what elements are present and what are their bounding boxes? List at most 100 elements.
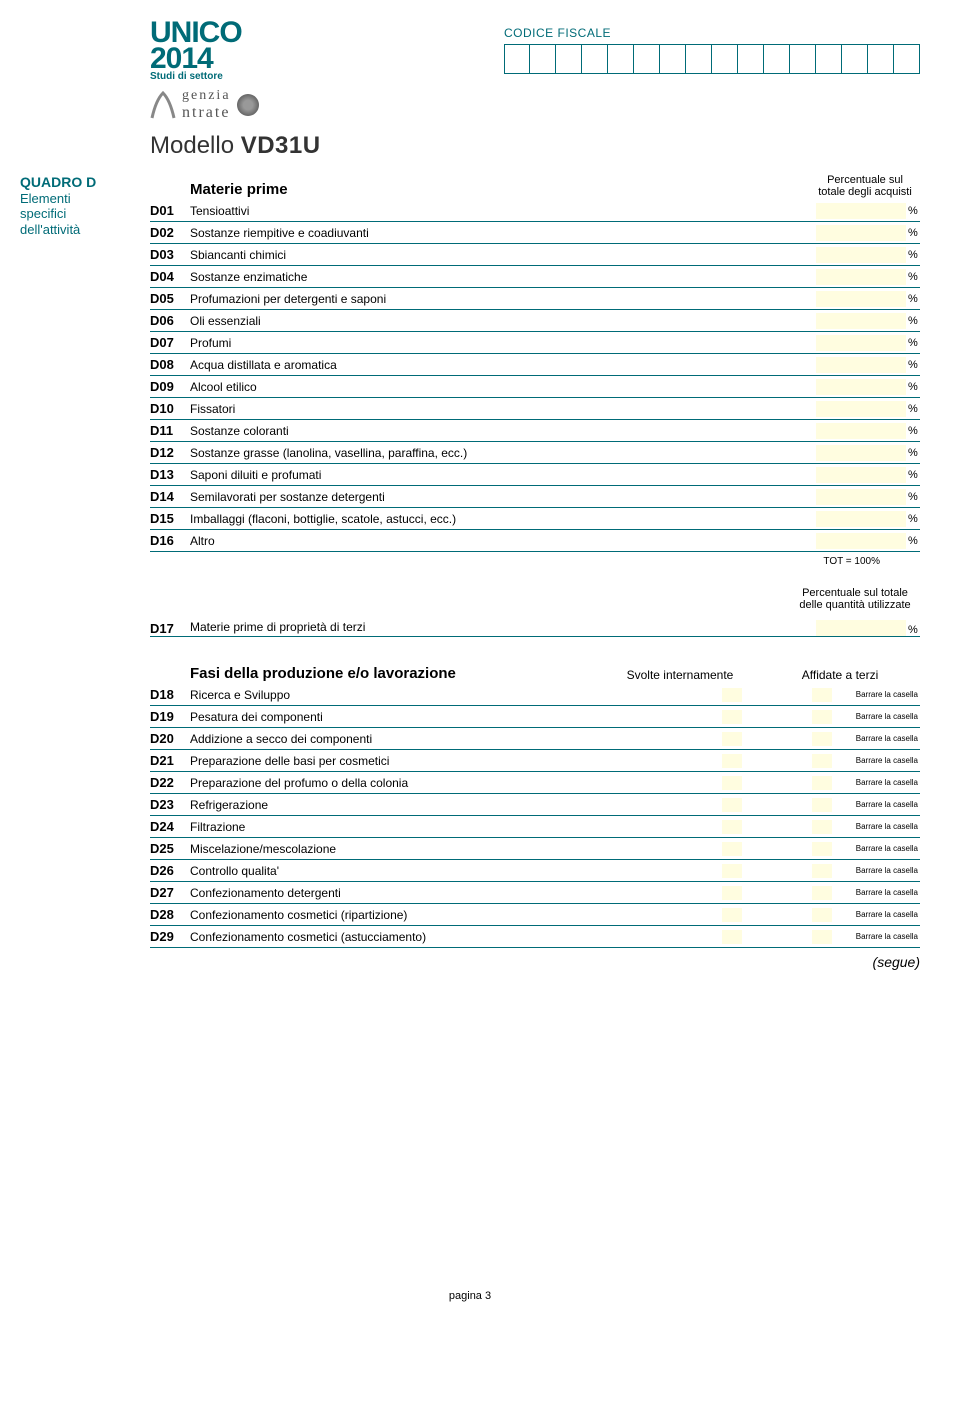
input-field[interactable] — [816, 467, 906, 483]
codice-fiscale-block: CODICE FISCALE — [504, 26, 920, 74]
agenzia-line1: genzia — [182, 88, 231, 104]
checkbox-affidate[interactable] — [812, 732, 832, 746]
table-row: D09Alcool etilico% — [150, 376, 920, 398]
checkbox-affidate[interactable] — [812, 710, 832, 724]
row-label: Sostanze coloranti — [190, 422, 816, 440]
barrare-note: Barrare la casella — [832, 932, 920, 941]
row-code: D01 — [150, 203, 190, 218]
row-code: D03 — [150, 247, 190, 262]
checkbox-svolte[interactable] — [722, 710, 742, 724]
col-svolte: Svolte internamente — [600, 668, 760, 682]
cf-cell[interactable] — [556, 44, 582, 74]
header: UNICO 2014 Studi di settore genzia ntrat… — [150, 20, 920, 122]
checkbox-svolte[interactable] — [722, 688, 742, 702]
input-field[interactable] — [816, 335, 906, 351]
table-row: D02Sostanze riempitive e coadiuvanti% — [150, 222, 920, 244]
cf-cell[interactable] — [504, 44, 530, 74]
checkbox-affidate[interactable] — [812, 864, 832, 878]
checkbox-affidate[interactable] — [812, 754, 832, 768]
input-field[interactable] — [816, 357, 906, 373]
col-affidate: Affidate a terzi — [760, 668, 920, 682]
input-field[interactable] — [816, 291, 906, 307]
checkbox-svolte[interactable] — [722, 820, 742, 834]
input-field[interactable] — [816, 379, 906, 395]
cf-cell[interactable] — [608, 44, 634, 74]
cf-cell[interactable] — [530, 44, 556, 74]
table-row: D10Fissatori% — [150, 398, 920, 420]
main: Materie prime Percentuale sultotale degl… — [150, 174, 920, 970]
checkbox-svolte[interactable] — [722, 908, 742, 922]
checkbox-affidate[interactable] — [812, 842, 832, 856]
logo-block: UNICO 2014 Studi di settore genzia ntrat… — [150, 20, 264, 122]
pct-symbol: % — [908, 513, 920, 525]
input-field[interactable] — [816, 225, 906, 241]
checkbox-svolte[interactable] — [722, 842, 742, 856]
row-code: D04 — [150, 269, 190, 284]
table-row: D01Tensioattivi% — [150, 200, 920, 222]
input-field[interactable] — [816, 269, 906, 285]
row-label: Refrigerazione — [190, 798, 652, 812]
cf-cell[interactable] — [868, 44, 894, 74]
row-code: D14 — [150, 489, 190, 504]
cf-cell[interactable] — [894, 44, 920, 74]
pct-symbol: % — [908, 381, 920, 393]
input-field[interactable] — [816, 511, 906, 527]
checkbox-svolte[interactable] — [722, 864, 742, 878]
cf-cell[interactable] — [842, 44, 868, 74]
input-field[interactable] — [816, 203, 906, 219]
cf-cell[interactable] — [738, 44, 764, 74]
input-field[interactable] — [816, 445, 906, 461]
checkbox-svolte[interactable] — [722, 886, 742, 900]
pct-symbol: % — [908, 205, 920, 217]
input-field[interactable] — [816, 423, 906, 439]
cf-cell[interactable] — [686, 44, 712, 74]
checkbox-affidate[interactable] — [812, 776, 832, 790]
content: QUADRO D Elementi specifici dell'attivit… — [20, 174, 920, 970]
input-field[interactable] — [816, 313, 906, 329]
checkbox-affidate[interactable] — [812, 688, 832, 702]
cf-cell[interactable] — [660, 44, 686, 74]
checkbox-affidate[interactable] — [812, 908, 832, 922]
cf-cell[interactable] — [634, 44, 660, 74]
row-label: Ricerca e Sviluppo — [190, 688, 652, 702]
input-field[interactable] — [816, 533, 906, 549]
checkbox-svolte[interactable] — [722, 776, 742, 790]
pct-symbol: % — [908, 359, 920, 371]
table-row: D05Profumazioni per detergenti e saponi% — [150, 288, 920, 310]
cf-cell[interactable] — [790, 44, 816, 74]
section2-header: Fasi della produzione e/o lavorazione Sv… — [150, 665, 920, 682]
input-field[interactable] — [816, 247, 906, 263]
sidebar-title: QUADRO D — [20, 174, 150, 191]
checkbox-svolte[interactable] — [722, 930, 742, 944]
cf-cell[interactable] — [816, 44, 842, 74]
row-label: Semilavorati per sostanze detergenti — [190, 488, 816, 506]
checkbox-affidate[interactable] — [812, 798, 832, 812]
barrare-note: Barrare la casella — [832, 712, 920, 721]
cf-cell[interactable] — [764, 44, 790, 74]
input-field[interactable] — [816, 401, 906, 417]
cf-cell[interactable] — [712, 44, 738, 74]
barrare-note: Barrare la casella — [832, 888, 920, 897]
tot-row: TOT = 100% — [150, 552, 920, 587]
table-row: D13Saponi diluiti e profumati% — [150, 464, 920, 486]
section1-header: Materie prime Percentuale sultotale degl… — [150, 174, 920, 198]
table-row: D06Oli essenziali% — [150, 310, 920, 332]
row-label: Profumi — [190, 334, 816, 352]
checkbox-affidate[interactable] — [812, 820, 832, 834]
table-row: D07Profumi% — [150, 332, 920, 354]
checkbox-affidate[interactable] — [812, 930, 832, 944]
table-row: D15Imballaggi (flaconi, bottiglie, scato… — [150, 508, 920, 530]
input-field[interactable] — [816, 489, 906, 505]
row-label: Profumazioni per detergenti e saponi — [190, 290, 816, 308]
checkbox-svolte[interactable] — [722, 754, 742, 768]
cf-boxes[interactable] — [504, 44, 920, 74]
checkbox-svolte[interactable] — [722, 798, 742, 812]
row-code: D05 — [150, 291, 190, 306]
checkbox-svolte[interactable] — [722, 732, 742, 746]
checkbox-affidate[interactable] — [812, 886, 832, 900]
table-row: D25Miscelazione/mescolazioneBarrare la c… — [150, 838, 920, 860]
input-field[interactable] — [816, 620, 906, 636]
cf-cell[interactable] — [582, 44, 608, 74]
row-code: D28 — [150, 907, 190, 922]
barrare-note: Barrare la casella — [832, 866, 920, 875]
